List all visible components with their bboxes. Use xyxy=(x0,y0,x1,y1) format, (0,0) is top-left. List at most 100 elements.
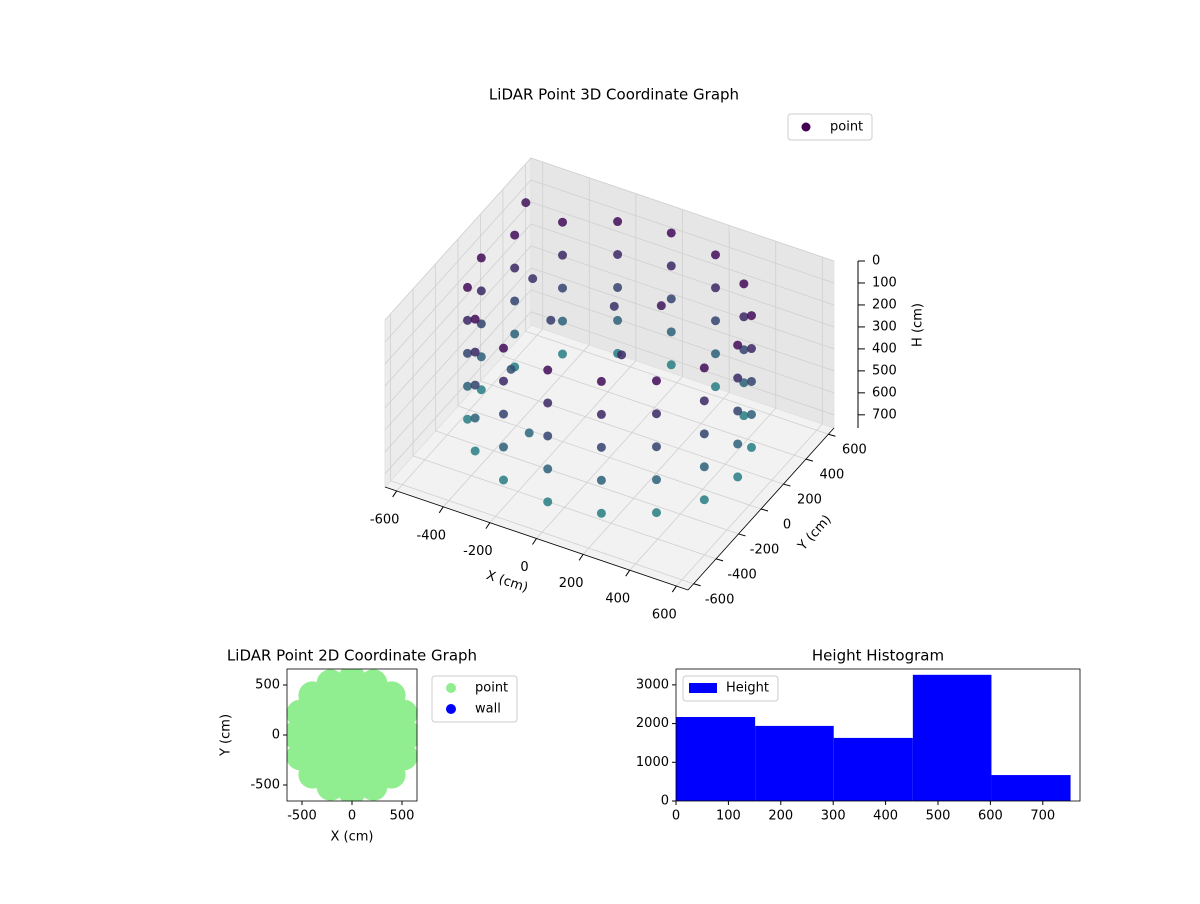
point xyxy=(651,409,661,419)
point xyxy=(528,274,538,284)
legend-label: point xyxy=(830,120,863,135)
y-tick xyxy=(783,483,791,487)
grid-line xyxy=(530,289,835,394)
x-tick-label: 300 xyxy=(821,809,846,824)
point xyxy=(666,228,676,238)
point xyxy=(733,373,743,383)
point xyxy=(463,282,473,292)
point xyxy=(558,316,568,326)
point xyxy=(746,344,756,354)
point xyxy=(359,669,388,698)
y-tick-label: 2000 xyxy=(636,716,669,731)
point xyxy=(699,363,709,373)
point xyxy=(521,198,531,208)
point xyxy=(733,406,743,416)
z-axis-label: H (cm) xyxy=(911,303,926,347)
grid-line xyxy=(384,223,532,387)
y-axis-label: Y (cm) xyxy=(219,714,234,757)
point xyxy=(558,349,568,359)
x-tick xyxy=(671,585,677,593)
point xyxy=(651,376,661,386)
point xyxy=(499,475,509,485)
grid-line xyxy=(384,201,532,365)
point xyxy=(613,250,623,260)
legend-label: wall xyxy=(475,702,501,717)
point xyxy=(651,475,661,485)
x-tick xyxy=(485,522,491,529)
x-tick-label: -600 xyxy=(370,512,400,527)
y-tick-label: 500 xyxy=(255,678,280,693)
x-tick-label: 600 xyxy=(978,809,1003,824)
x-tick-label: -500 xyxy=(287,809,317,824)
point xyxy=(476,319,486,329)
legend-marker xyxy=(689,683,717,693)
point xyxy=(389,742,417,771)
grid-line xyxy=(384,311,532,475)
x-tick-label: -400 xyxy=(417,528,447,543)
point xyxy=(746,409,756,419)
point xyxy=(666,327,676,337)
y-tick-label: 600 xyxy=(842,443,867,458)
point xyxy=(543,398,553,408)
point xyxy=(666,360,676,370)
grid-line xyxy=(384,157,532,321)
point xyxy=(699,462,709,472)
grid-line xyxy=(384,289,532,453)
z-tick-label: 300 xyxy=(872,319,897,334)
bar xyxy=(676,717,756,801)
plot-area xyxy=(287,669,417,801)
y-tick-label: 0 xyxy=(272,728,280,743)
point xyxy=(543,464,553,474)
point xyxy=(394,721,417,749)
point xyxy=(746,311,756,321)
y-tick-label: 0 xyxy=(661,794,669,809)
y-tick xyxy=(693,583,701,587)
point xyxy=(463,348,473,358)
grid-line xyxy=(530,157,835,262)
point xyxy=(739,378,749,388)
point xyxy=(543,431,553,441)
point xyxy=(543,497,553,507)
chart-title: LiDAR Point 3D Coordinate Graph xyxy=(489,86,739,104)
x-tick-label: 0 xyxy=(348,809,356,824)
chart-title: Height Histogram xyxy=(812,647,944,665)
grid-line xyxy=(390,480,694,585)
axes-frame xyxy=(675,668,1081,802)
point xyxy=(510,329,520,339)
point xyxy=(596,475,606,485)
y-axis-line xyxy=(687,427,835,591)
point xyxy=(710,349,720,359)
point xyxy=(596,442,606,452)
y-tick-label: 400 xyxy=(820,468,845,483)
grid-line xyxy=(480,380,784,485)
point xyxy=(558,217,568,227)
point xyxy=(510,296,520,306)
y-tick-label: 0 xyxy=(783,518,791,533)
legend-marker xyxy=(446,683,456,693)
y-tick-label: -600 xyxy=(705,592,735,607)
grid-line xyxy=(384,267,532,431)
y-tick xyxy=(715,558,724,562)
z-tick-label: 500 xyxy=(872,363,897,378)
y-tick xyxy=(760,508,769,512)
legend-label: point xyxy=(475,681,508,696)
point xyxy=(287,721,310,749)
point xyxy=(613,217,623,227)
point xyxy=(596,376,606,386)
grid-line xyxy=(530,311,835,416)
point xyxy=(739,345,749,355)
point xyxy=(739,279,749,289)
point xyxy=(739,312,749,322)
point xyxy=(699,429,709,439)
grid-line xyxy=(502,355,807,460)
x-tick-label: 0 xyxy=(672,809,680,824)
grid-line xyxy=(525,330,829,435)
grid-line xyxy=(530,179,835,284)
point xyxy=(617,350,627,360)
legend-box xyxy=(682,675,779,702)
x-tick-label: -200 xyxy=(463,544,493,559)
grid-line xyxy=(412,455,717,560)
x-axis-label: X (cm) xyxy=(331,830,374,845)
point xyxy=(338,777,366,801)
